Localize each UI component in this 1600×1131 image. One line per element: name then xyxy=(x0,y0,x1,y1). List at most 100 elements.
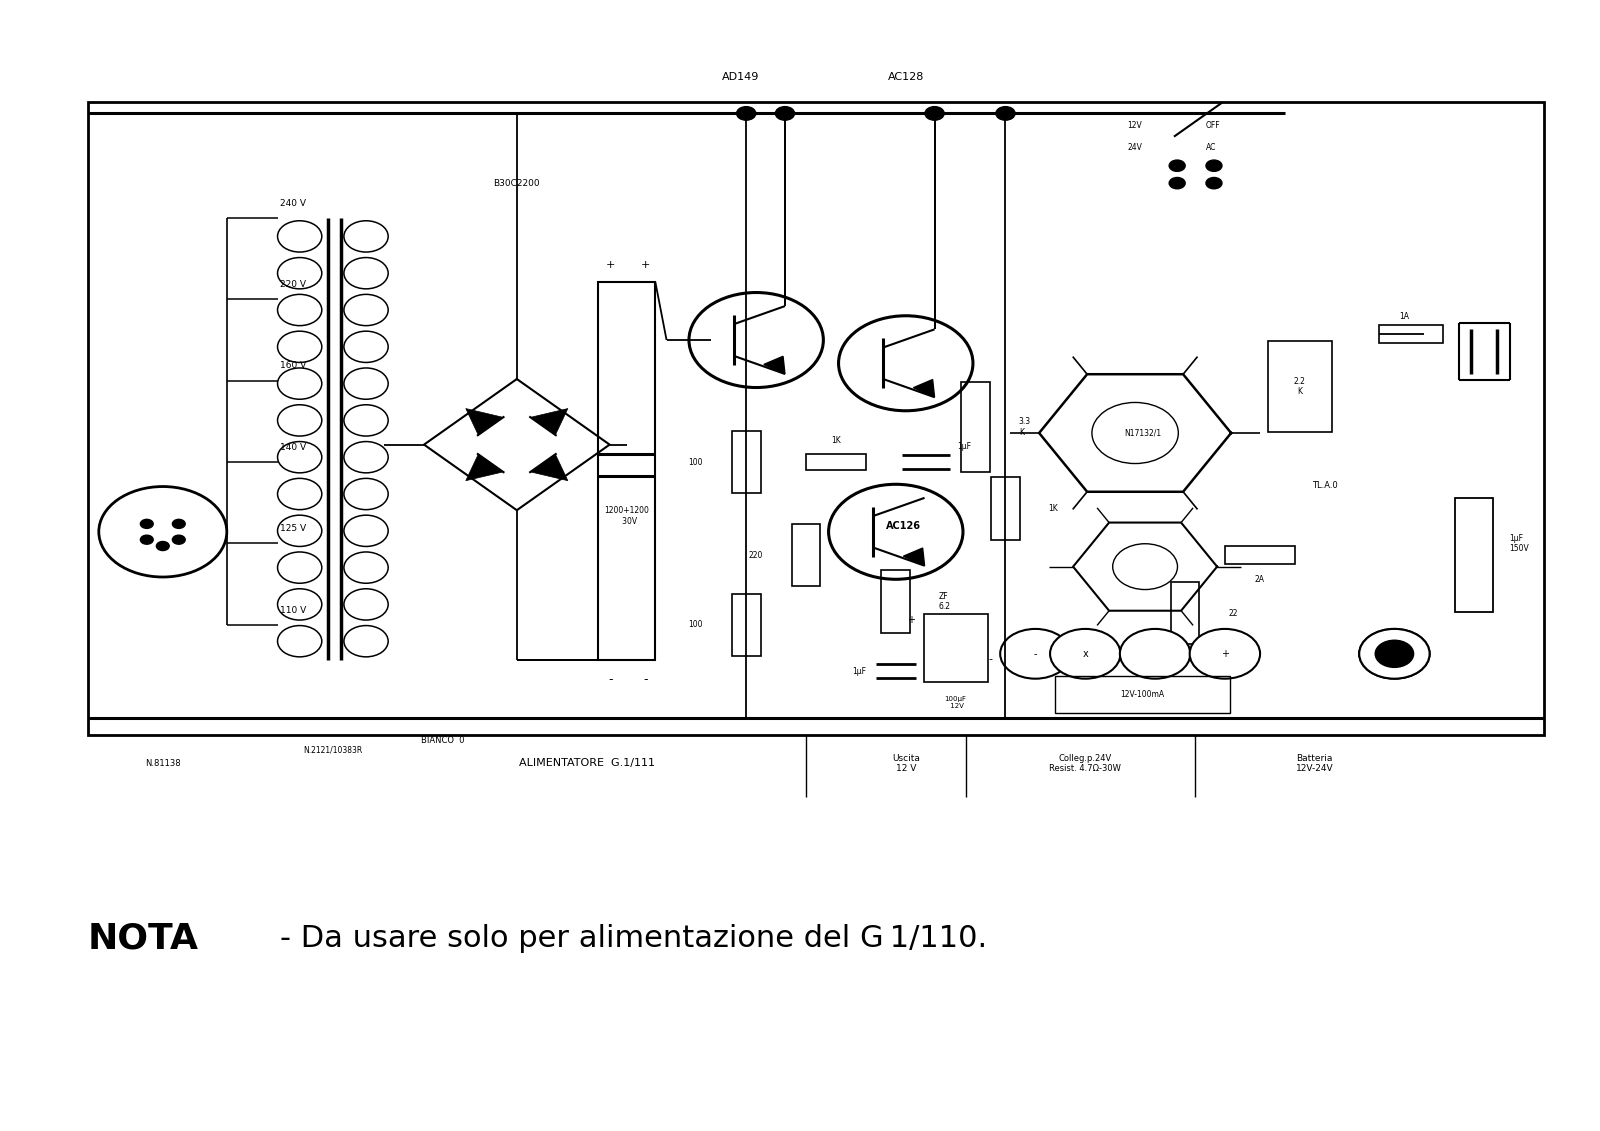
Circle shape xyxy=(344,221,389,252)
Circle shape xyxy=(344,478,389,510)
Text: 125 V: 125 V xyxy=(280,524,306,533)
Circle shape xyxy=(1170,178,1186,189)
Polygon shape xyxy=(763,356,786,374)
Text: 1µF
150V: 1µF 150V xyxy=(1509,534,1530,553)
Circle shape xyxy=(1000,629,1070,679)
Polygon shape xyxy=(531,455,568,481)
Text: 2A: 2A xyxy=(1254,576,1264,585)
Bar xyxy=(990,477,1019,539)
Circle shape xyxy=(173,519,186,528)
Circle shape xyxy=(1190,629,1261,679)
Text: TL.A.0: TL.A.0 xyxy=(1312,481,1338,490)
Bar xyxy=(731,431,760,493)
Bar xyxy=(962,382,990,473)
Text: 100: 100 xyxy=(688,620,702,629)
Text: Batteria
12V-24V: Batteria 12V-24V xyxy=(1296,753,1333,774)
Bar xyxy=(1454,499,1493,612)
Circle shape xyxy=(277,441,322,473)
Text: AC126: AC126 xyxy=(886,521,922,532)
Circle shape xyxy=(1376,640,1414,667)
Text: +: + xyxy=(1221,649,1229,658)
Circle shape xyxy=(344,331,389,362)
Circle shape xyxy=(344,589,389,620)
Bar xyxy=(598,282,656,659)
Text: +: + xyxy=(606,260,616,270)
Circle shape xyxy=(277,405,322,437)
Text: 1A: 1A xyxy=(1400,312,1410,321)
Text: 100: 100 xyxy=(688,458,702,467)
Bar xyxy=(923,614,987,682)
Text: 1µF: 1µF xyxy=(851,667,866,675)
Circle shape xyxy=(736,106,755,120)
Text: - Da usare solo per alimentazione del G 1/110.: - Da usare solo per alimentazione del G … xyxy=(280,924,987,953)
Circle shape xyxy=(1360,629,1430,679)
Text: B30C2200: B30C2200 xyxy=(493,179,541,188)
Bar xyxy=(1379,326,1443,344)
Circle shape xyxy=(173,535,186,544)
Circle shape xyxy=(344,441,389,473)
Text: N.2121/10383R: N.2121/10383R xyxy=(304,745,363,754)
Circle shape xyxy=(141,535,154,544)
Text: ZF
6.2: ZF 6.2 xyxy=(939,592,950,611)
Circle shape xyxy=(344,368,389,399)
Text: 3.3
K: 3.3 K xyxy=(1019,417,1030,437)
Text: OFF: OFF xyxy=(1206,121,1221,130)
Circle shape xyxy=(277,221,322,252)
Polygon shape xyxy=(914,380,934,397)
Bar xyxy=(88,102,1544,735)
Circle shape xyxy=(1170,161,1186,172)
Text: N17132/1: N17132/1 xyxy=(1125,429,1162,438)
Text: 110 V: 110 V xyxy=(280,605,306,614)
Text: AC128: AC128 xyxy=(888,72,923,81)
Bar xyxy=(792,524,821,586)
Bar xyxy=(731,594,760,656)
Text: 12V: 12V xyxy=(1128,121,1142,130)
Polygon shape xyxy=(904,549,925,566)
Text: 2.2
K: 2.2 K xyxy=(1294,377,1306,396)
Text: Colleg.p.24V
Resist. 4.7Ω-30W: Colleg.p.24V Resist. 4.7Ω-30W xyxy=(1050,753,1122,774)
Circle shape xyxy=(690,293,824,388)
Circle shape xyxy=(277,331,322,362)
Circle shape xyxy=(277,625,322,657)
Circle shape xyxy=(141,519,154,528)
Text: AD149: AD149 xyxy=(722,72,758,81)
Text: +: + xyxy=(1390,649,1398,658)
Text: 1K: 1K xyxy=(1048,504,1059,513)
Circle shape xyxy=(829,484,963,579)
Circle shape xyxy=(344,405,389,437)
Circle shape xyxy=(995,106,1014,120)
Circle shape xyxy=(277,258,322,288)
Circle shape xyxy=(838,316,973,411)
Bar xyxy=(1171,582,1200,645)
Circle shape xyxy=(1050,629,1120,679)
Text: -: - xyxy=(1034,649,1037,658)
Polygon shape xyxy=(531,408,568,435)
Text: -: - xyxy=(608,673,613,687)
Bar xyxy=(805,455,866,470)
Text: -: - xyxy=(989,655,994,664)
Bar xyxy=(1267,342,1331,432)
Text: NOTA: NOTA xyxy=(88,922,198,956)
Text: 1K: 1K xyxy=(830,437,842,446)
Text: 160 V: 160 V xyxy=(280,362,306,371)
Text: 140 V: 140 V xyxy=(280,443,306,452)
Text: +: + xyxy=(907,615,915,624)
Text: -: - xyxy=(643,673,648,687)
Circle shape xyxy=(1360,629,1430,679)
Circle shape xyxy=(1206,161,1222,172)
Circle shape xyxy=(277,552,322,584)
Text: AC: AC xyxy=(1206,144,1216,153)
Text: +: + xyxy=(642,260,651,270)
Circle shape xyxy=(99,486,227,577)
Text: N.81138: N.81138 xyxy=(146,759,181,768)
Text: 22: 22 xyxy=(1229,608,1238,618)
Text: 12V-100mA: 12V-100mA xyxy=(1120,690,1165,699)
Text: 220 V: 220 V xyxy=(280,280,306,290)
Bar xyxy=(1056,676,1230,713)
Circle shape xyxy=(277,478,322,510)
Circle shape xyxy=(344,258,389,288)
Text: 220: 220 xyxy=(749,551,763,560)
Bar xyxy=(882,570,910,632)
Bar xyxy=(1224,546,1294,564)
Circle shape xyxy=(277,515,322,546)
